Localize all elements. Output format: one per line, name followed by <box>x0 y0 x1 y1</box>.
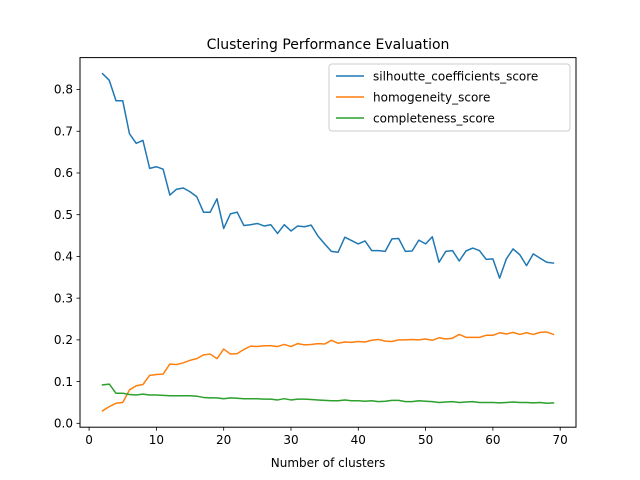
y-tick-label: 0.4 <box>54 250 73 264</box>
x-tick-label: 10 <box>149 433 164 447</box>
plot-frame <box>79 57 577 428</box>
y-tick-label: 0.2 <box>54 333 73 347</box>
x-axis-label: Number of clusters <box>271 456 385 470</box>
series-line-completeness-score <box>101 383 555 405</box>
y-tick-label: 0.5 <box>54 208 73 222</box>
legend: silhoutte_coefficients_score homogeneity_… <box>328 63 571 132</box>
legend-box <box>328 63 571 132</box>
ticks-layer: 0 10 20 30 40 50 60 70 0.0 0.1 0.2 0.3 0.4 0.5 0.6 0.7 0… <box>54 83 568 447</box>
y-tick-label: 0.6 <box>54 166 73 180</box>
x-tick-label: 50 <box>418 433 433 447</box>
x-tick-label: 0 <box>85 433 93 447</box>
legend-label: silhoutte_coefficients_score <box>373 69 538 83</box>
legend-label: homogeneity_score <box>373 90 490 104</box>
x-tick-label: 70 <box>553 433 568 447</box>
y-tick-label: 0.1 <box>54 375 73 389</box>
y-tick-label: 0.0 <box>54 417 73 431</box>
legend-label: completeness_score <box>373 111 495 125</box>
x-tick-label: 60 <box>485 433 500 447</box>
x-tick-label: 40 <box>351 433 366 447</box>
y-tick-label: 0.8 <box>54 83 73 97</box>
y-tick-label: 0.7 <box>54 124 73 138</box>
x-tick-label: 20 <box>216 433 231 447</box>
series-line-silhoutte-coefficients-score <box>101 72 555 279</box>
series-line-homogeneity-score <box>101 331 555 412</box>
x-tick-label: 30 <box>283 433 298 447</box>
chart-title: Clustering Performance Evaluation <box>207 37 450 53</box>
y-tick-label: 0.3 <box>54 291 73 305</box>
series-layer <box>101 72 555 412</box>
